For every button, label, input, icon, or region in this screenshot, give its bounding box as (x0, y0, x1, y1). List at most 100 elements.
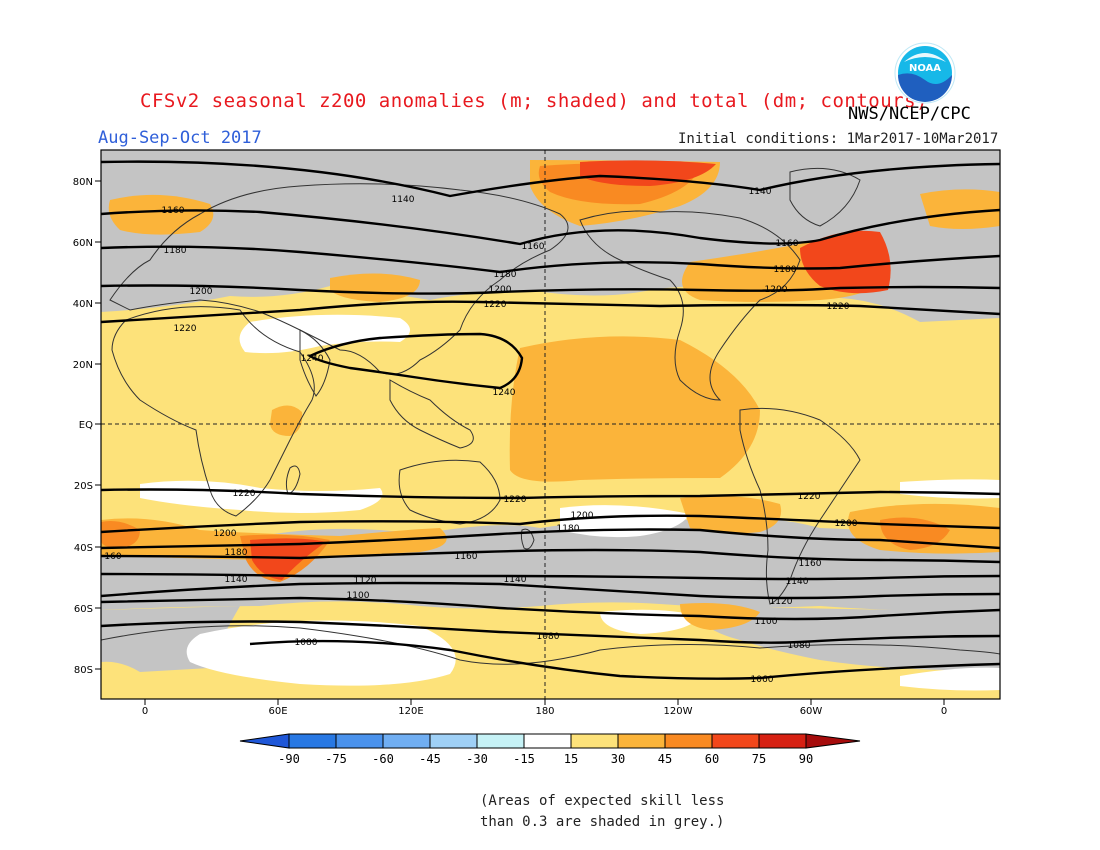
contour-label: 1080 (537, 632, 560, 642)
contour-1160-south (101, 548, 1000, 564)
contour-label: 1220 (827, 302, 850, 312)
lat-label: 80S (74, 665, 93, 676)
contour-1080-south (101, 620, 1000, 644)
contour-label: 1160 (776, 239, 799, 249)
contour-label: 1180 (557, 524, 580, 534)
contour-label: 1200 (214, 529, 237, 539)
contour-label: 1180 (164, 246, 187, 256)
colorbar-bin (617, 733, 666, 749)
longitude-axis: 0 60E 120E 180 120W 60W 0 (142, 699, 947, 717)
light-orange-pacific (509, 336, 760, 482)
colorbar-bin (664, 733, 713, 749)
orange-south-indian (101, 521, 140, 548)
contour-labels: 1140 1140 1160 1160 1160 1180 1180 1180 … (104, 187, 857, 685)
contour-label: 1200 (190, 287, 213, 297)
lon-label: 60W (800, 706, 823, 717)
outline-eurasia (109, 183, 569, 375)
light-orange-atlantic-europe (920, 189, 1000, 229)
contour-label: 1200 (571, 511, 594, 521)
colorbar-tick-label: 30 (611, 752, 625, 766)
contour-label: 1080 (788, 641, 811, 651)
light-orange-south-pacific (680, 496, 782, 534)
white-region-asia (239, 314, 410, 354)
skill-footnote: (Areas of expected skill less than 0.3 a… (480, 791, 724, 833)
contour-label: 1060 (751, 675, 774, 685)
contour-label: 1160 (799, 559, 822, 569)
contour-label: 1240 (493, 388, 516, 398)
logo-text: NOAA (909, 63, 941, 74)
outline-se-asia (389, 379, 474, 449)
colorbar-tick-label: 45 (658, 752, 672, 766)
contour-label: 1220 (484, 300, 507, 310)
colorbar-bin (523, 733, 572, 749)
colorbar-tick-label: 15 (564, 752, 578, 766)
contour-label: 1220 (233, 489, 256, 499)
agency-label: NWS/NCEP/CPC (848, 104, 971, 124)
colorbar-bin (382, 733, 431, 749)
white-region-antarctica-west (186, 620, 456, 686)
colorbar-bin (429, 733, 478, 749)
lon-label: 120W (664, 706, 693, 717)
lat-label: EQ (79, 420, 93, 431)
contour-1220-south (101, 488, 1000, 500)
lon-label: 0 (941, 706, 947, 717)
lon-label: 0 (142, 706, 148, 717)
contour-label: 1140 (749, 187, 772, 197)
colorbar-bin (476, 733, 525, 749)
colorbar-right-arrow (805, 733, 861, 749)
white-region-antarctica-far (900, 667, 1000, 691)
contour-1140-north (101, 160, 1000, 198)
contour-label: 1120 (770, 597, 793, 607)
chart-title: CFSv2 seasonal z200 anomalies (m; shaded… (140, 90, 928, 112)
contour-1120-south (101, 581, 1000, 600)
contour-1240 (307, 332, 524, 390)
colorbar-bin (335, 733, 384, 749)
red-orange-north-pacific (580, 160, 716, 186)
contour-label: 1180 (225, 548, 248, 558)
contour-label: 160 (104, 552, 121, 562)
contour-label: 1220 (798, 492, 821, 502)
contour-1140-south (101, 572, 1000, 581)
colorbar-tick-label: -75 (325, 752, 347, 766)
outline-greenland (789, 167, 861, 227)
footnote-line: (Areas of expected skill less (480, 793, 725, 809)
contour-label: 1200 (835, 519, 858, 529)
contour-1160-north (101, 208, 1000, 246)
lat-label: 60N (73, 238, 93, 249)
contour-label: 1180 (774, 265, 797, 275)
grey-region-antarctic-east (690, 606, 1000, 671)
contour-label: 1220 (174, 324, 197, 334)
shaded-anomalies (101, 150, 1000, 699)
contour-label: 1140 (786, 577, 809, 587)
outline-africa (111, 306, 315, 517)
contour-label: 1200 (765, 285, 788, 295)
height-contours (101, 160, 1000, 680)
contour-1200-north (101, 284, 1000, 295)
colorbar-bin (758, 733, 807, 749)
outline-madagascar (285, 465, 301, 495)
red-orange-north-atlantic (800, 230, 891, 294)
lon-label: 180 (535, 706, 554, 717)
contour-label: 1180 (494, 270, 517, 280)
light-orange-asia-north (330, 273, 420, 302)
contour-1200-south (101, 514, 1000, 534)
contour-1220-north (101, 300, 1000, 324)
outline-south-america (739, 407, 861, 605)
noaa-logo-icon: NOAA (894, 42, 956, 104)
outline-north-america (579, 210, 801, 401)
colorbar-tick-label: 60 (705, 752, 719, 766)
colorbar: -90 -75 -60 -45 -30 -15 15 30 45 60 75 9… (239, 733, 861, 766)
colorbar-tick-label: 75 (752, 752, 766, 766)
contour-label: 1140 (504, 575, 527, 585)
outline-antarctica (101, 625, 1000, 665)
colorbar-tick-label: -45 (419, 752, 441, 766)
red-orange-south-africa (250, 538, 326, 580)
light-orange-europe (108, 194, 214, 235)
outline-australia (398, 459, 501, 525)
lat-label: 80N (73, 177, 93, 188)
colorbar-tick-label: 90 (799, 752, 813, 766)
colorbar-bin (288, 733, 337, 749)
contour-label: 1100 (755, 617, 778, 627)
contour-label: 1160 (455, 552, 478, 562)
